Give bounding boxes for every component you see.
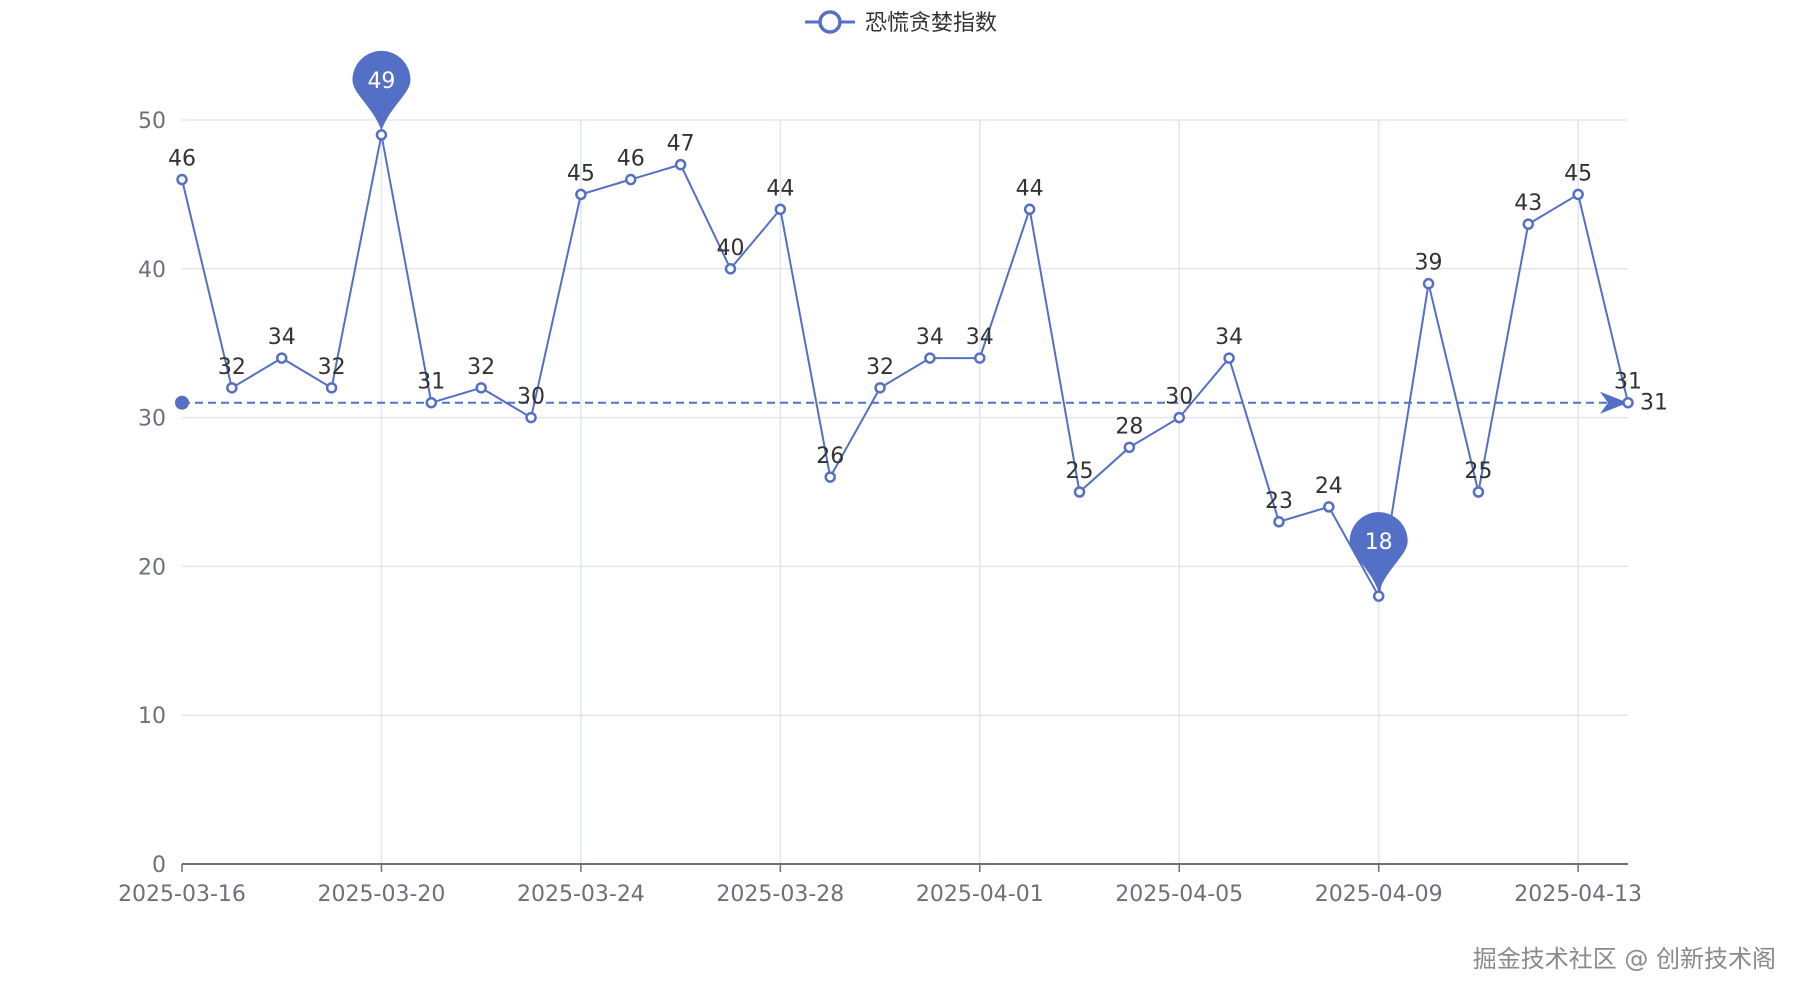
x-tick-label: 2025-04-13 (1514, 882, 1642, 907)
mark-line-label: 31 (1640, 391, 1668, 416)
data-label: 45 (567, 161, 595, 186)
data-label: 25 (1464, 459, 1492, 484)
data-point (1522, 218, 1535, 230)
data-label: 34 (1215, 325, 1243, 350)
data-point (375, 129, 388, 141)
data-point (1073, 486, 1086, 498)
y-tick-label: 30 (138, 407, 166, 432)
data-label: 34 (916, 325, 944, 350)
data-label: 28 (1115, 414, 1143, 439)
x-tick-label: 2025-03-24 (517, 882, 645, 907)
data-point (275, 352, 288, 364)
data-label: 46 (168, 147, 196, 172)
data-point (774, 203, 787, 216)
data-point (1372, 590, 1385, 602)
data-point (325, 382, 338, 394)
data-label: 25 (1066, 459, 1094, 484)
mark-pin-label: 49 (367, 69, 395, 94)
data-label: 47 (667, 132, 695, 157)
data-point (1023, 203, 1036, 216)
data-point (974, 352, 986, 364)
data-point (525, 411, 537, 424)
max-mark-pin: 49 (352, 50, 411, 131)
y-tick-label: 40 (138, 258, 166, 283)
data-point (724, 263, 737, 275)
data-point (1472, 486, 1485, 498)
data-label: 43 (1514, 191, 1542, 216)
data-label: 26 (816, 444, 844, 469)
data-label: 46 (617, 147, 645, 172)
x-tick-label: 2025-03-20 (318, 882, 446, 907)
legend-item[interactable]: 恐慌贪婪指数 (805, 10, 997, 36)
mark-pin-label: 18 (1365, 530, 1393, 555)
x-tick-label: 2025-04-09 (1315, 882, 1443, 907)
min-mark-pin: 18 (1349, 512, 1408, 593)
mark-pin-shape (352, 50, 411, 131)
data-point (1173, 411, 1185, 424)
x-tick-label: 2025-04-05 (1115, 882, 1243, 907)
x-tick-label: 2025-03-16 (118, 882, 246, 907)
data-point (475, 382, 487, 394)
data-label: 32 (318, 355, 346, 380)
data-point (1223, 352, 1235, 364)
data-label: 44 (766, 176, 794, 201)
data-label: 45 (1564, 161, 1592, 186)
mark-pin-shape (1349, 512, 1408, 593)
x-tick-label: 2025-04-01 (916, 882, 1044, 907)
y-tick-label: 50 (138, 109, 166, 134)
data-label: 31 (1614, 370, 1642, 395)
data-label: 30 (517, 385, 545, 410)
data-label: 39 (1415, 251, 1443, 276)
series-line (181, 134, 1629, 600)
data-point (226, 382, 238, 394)
data-point (1572, 188, 1584, 201)
data-label: 40 (716, 236, 744, 261)
mark-line-start-dot (175, 395, 189, 410)
data-point (924, 352, 936, 364)
x-tick-label: 2025-03-28 (716, 882, 844, 907)
data-label: 32 (866, 355, 894, 380)
mark-line-arrow (1600, 391, 1628, 414)
data-label: 34 (268, 325, 296, 350)
data-point (176, 173, 188, 186)
data-point (625, 173, 637, 186)
data-label: 32 (218, 355, 246, 380)
data-label: 30 (1165, 385, 1193, 410)
data-point (824, 471, 836, 483)
y-tick-label: 0 (152, 853, 166, 878)
legend-label: 恐慌贪婪指数 (865, 11, 997, 36)
y-tick-label: 10 (138, 704, 166, 729)
watermark-text: 掘金技术社区 @ 创新技术阁 (1472, 945, 1776, 973)
data-label: 32 (467, 355, 495, 380)
data-point (425, 396, 438, 409)
data-point (1323, 501, 1335, 513)
legend-circle-icon (818, 10, 842, 34)
data-label: 31 (417, 370, 445, 395)
data-point (1422, 277, 1435, 290)
y-tick-label: 20 (138, 555, 166, 580)
data-label: 44 (1016, 176, 1044, 201)
data-point (674, 158, 687, 171)
data-point (874, 382, 886, 394)
data-point (1273, 516, 1285, 528)
data-label: 34 (966, 325, 994, 350)
data-point (575, 188, 587, 201)
data-point (1622, 396, 1634, 409)
data-point (1123, 441, 1136, 454)
data-label: 24 (1315, 474, 1343, 499)
data-label: 23 (1265, 489, 1293, 514)
